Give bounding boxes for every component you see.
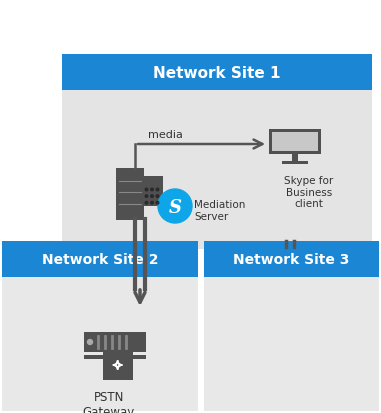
Circle shape — [151, 189, 153, 191]
Circle shape — [156, 202, 159, 204]
FancyBboxPatch shape — [102, 350, 133, 380]
Text: Skype for
Business
client: Skype for Business client — [284, 176, 334, 209]
FancyBboxPatch shape — [62, 55, 372, 91]
Text: media: media — [147, 130, 182, 140]
FancyBboxPatch shape — [282, 161, 308, 164]
FancyBboxPatch shape — [291, 155, 298, 161]
FancyBboxPatch shape — [116, 169, 144, 221]
Circle shape — [156, 195, 159, 198]
FancyBboxPatch shape — [2, 242, 198, 277]
FancyBboxPatch shape — [141, 177, 163, 206]
Text: Network Site 2: Network Site 2 — [42, 252, 158, 266]
Text: Network Site 1: Network Site 1 — [153, 65, 281, 80]
FancyBboxPatch shape — [269, 130, 321, 155]
Circle shape — [156, 189, 159, 191]
FancyBboxPatch shape — [272, 133, 318, 152]
FancyBboxPatch shape — [204, 242, 379, 411]
Text: S: S — [168, 199, 181, 216]
Text: Mediation
Server: Mediation Server — [194, 200, 245, 221]
FancyBboxPatch shape — [84, 355, 146, 359]
Circle shape — [88, 339, 93, 345]
Circle shape — [158, 190, 192, 223]
Circle shape — [145, 189, 148, 191]
FancyBboxPatch shape — [84, 332, 146, 352]
Text: PSTN
Gateway: PSTN Gateway — [83, 390, 135, 413]
Circle shape — [151, 202, 153, 204]
Circle shape — [151, 195, 153, 198]
FancyBboxPatch shape — [2, 242, 198, 411]
Circle shape — [145, 202, 148, 204]
Text: Network Site 3: Network Site 3 — [233, 252, 350, 266]
FancyBboxPatch shape — [62, 55, 372, 249]
Circle shape — [145, 195, 148, 198]
FancyBboxPatch shape — [204, 242, 379, 277]
